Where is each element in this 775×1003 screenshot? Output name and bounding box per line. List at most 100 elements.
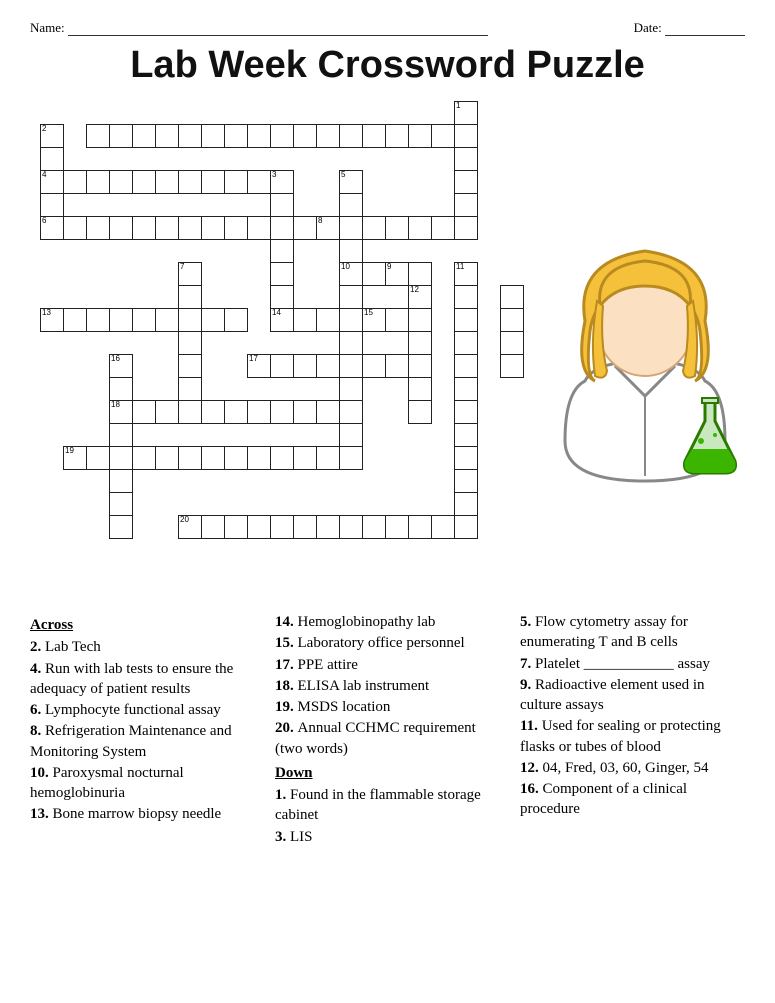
crossword-cell[interactable]	[225, 447, 248, 470]
crossword-cell[interactable]	[133, 401, 156, 424]
crossword-cell[interactable]	[156, 401, 179, 424]
crossword-cell[interactable]	[340, 332, 363, 355]
crossword-cell[interactable]	[386, 309, 409, 332]
crossword-cell[interactable]	[317, 355, 340, 378]
crossword-cell[interactable]	[202, 171, 225, 194]
crossword-cell[interactable]: 9	[386, 263, 409, 286]
crossword-cell[interactable]	[340, 217, 363, 240]
crossword-cell[interactable]	[87, 217, 110, 240]
crossword-cell[interactable]	[340, 447, 363, 470]
crossword-cell[interactable]	[179, 217, 202, 240]
crossword-cell[interactable]	[340, 309, 363, 332]
crossword-cell[interactable]	[363, 217, 386, 240]
crossword-cell[interactable]	[271, 263, 294, 286]
crossword-cell[interactable]	[455, 447, 478, 470]
crossword-cell[interactable]	[248, 516, 271, 539]
crossword-cell[interactable]	[110, 470, 133, 493]
crossword-cell[interactable]	[455, 286, 478, 309]
crossword-cell[interactable]	[455, 332, 478, 355]
crossword-cell[interactable]	[248, 125, 271, 148]
crossword-cell[interactable]	[110, 424, 133, 447]
crossword-cell[interactable]	[317, 516, 340, 539]
crossword-cell[interactable]	[133, 125, 156, 148]
crossword-cell[interactable]	[87, 309, 110, 332]
crossword-cell[interactable]	[409, 516, 432, 539]
crossword-cell[interactable]	[110, 378, 133, 401]
crossword-cell[interactable]	[317, 401, 340, 424]
crossword-cell[interactable]	[386, 125, 409, 148]
crossword-cell[interactable]	[386, 217, 409, 240]
crossword-cell[interactable]	[248, 171, 271, 194]
crossword-cell[interactable]	[294, 125, 317, 148]
crossword-cell[interactable]	[501, 332, 524, 355]
crossword-cell[interactable]	[110, 447, 133, 470]
crossword-cell[interactable]	[455, 470, 478, 493]
crossword-cell[interactable]: 2	[41, 125, 64, 148]
crossword-cell[interactable]	[133, 447, 156, 470]
crossword-cell[interactable]	[386, 355, 409, 378]
crossword-cell[interactable]	[225, 516, 248, 539]
crossword-cell[interactable]	[501, 309, 524, 332]
crossword-cell[interactable]	[202, 309, 225, 332]
crossword-cell[interactable]	[363, 263, 386, 286]
crossword-cell[interactable]: 19	[64, 447, 87, 470]
crossword-cell[interactable]	[156, 217, 179, 240]
crossword-cell[interactable]	[455, 355, 478, 378]
crossword-cell[interactable]	[156, 309, 179, 332]
crossword-cell[interactable]	[409, 263, 432, 286]
crossword-cell[interactable]	[156, 125, 179, 148]
crossword-cell[interactable]	[271, 194, 294, 217]
crossword-cell[interactable]: 14	[271, 309, 294, 332]
crossword-cell[interactable]	[110, 217, 133, 240]
crossword-cell[interactable]	[409, 355, 432, 378]
crossword-cell[interactable]: 3	[271, 171, 294, 194]
crossword-cell[interactable]	[110, 493, 133, 516]
crossword-cell[interactable]	[455, 309, 478, 332]
crossword-cell[interactable]	[501, 355, 524, 378]
crossword-cell[interactable]	[340, 125, 363, 148]
crossword-cell[interactable]	[64, 309, 87, 332]
crossword-cell[interactable]	[317, 447, 340, 470]
crossword-cell[interactable]	[455, 378, 478, 401]
crossword-cell[interactable]: 11	[455, 263, 478, 286]
crossword-cell[interactable]	[455, 171, 478, 194]
crossword-cell[interactable]	[340, 378, 363, 401]
name-blank[interactable]	[68, 22, 488, 36]
crossword-cell[interactable]	[87, 447, 110, 470]
crossword-cell[interactable]	[133, 217, 156, 240]
crossword-cell[interactable]	[110, 125, 133, 148]
crossword-cell[interactable]	[455, 148, 478, 171]
crossword-cell[interactable]	[225, 125, 248, 148]
crossword-cell[interactable]	[386, 516, 409, 539]
crossword-cell[interactable]	[41, 194, 64, 217]
crossword-cell[interactable]: 12	[409, 286, 432, 309]
crossword-cell[interactable]	[317, 125, 340, 148]
crossword-cell[interactable]	[179, 332, 202, 355]
crossword-cell[interactable]	[294, 401, 317, 424]
crossword-cell[interactable]: 16	[110, 355, 133, 378]
crossword-cell[interactable]: 4	[41, 171, 64, 194]
crossword-cell[interactable]	[271, 286, 294, 309]
crossword-cell[interactable]	[271, 447, 294, 470]
crossword-cell[interactable]	[432, 125, 455, 148]
crossword-cell[interactable]	[340, 401, 363, 424]
crossword-cell[interactable]	[409, 401, 432, 424]
crossword-cell[interactable]	[133, 309, 156, 332]
crossword-cell[interactable]	[409, 378, 432, 401]
crossword-cell[interactable]: 13	[41, 309, 64, 332]
crossword-cell[interactable]	[202, 447, 225, 470]
crossword-cell[interactable]	[248, 447, 271, 470]
crossword-cell[interactable]	[271, 355, 294, 378]
crossword-cell[interactable]	[179, 355, 202, 378]
crossword-cell[interactable]	[225, 401, 248, 424]
crossword-cell[interactable]	[363, 355, 386, 378]
crossword-cell[interactable]	[432, 516, 455, 539]
crossword-cell[interactable]	[409, 125, 432, 148]
crossword-cell[interactable]: 20	[179, 516, 202, 539]
crossword-cell[interactable]	[179, 447, 202, 470]
crossword-cell[interactable]	[179, 309, 202, 332]
crossword-cell[interactable]: 10	[340, 263, 363, 286]
crossword-cell[interactable]: 7	[179, 263, 202, 286]
crossword-cell[interactable]	[87, 125, 110, 148]
crossword-cell[interactable]	[248, 217, 271, 240]
